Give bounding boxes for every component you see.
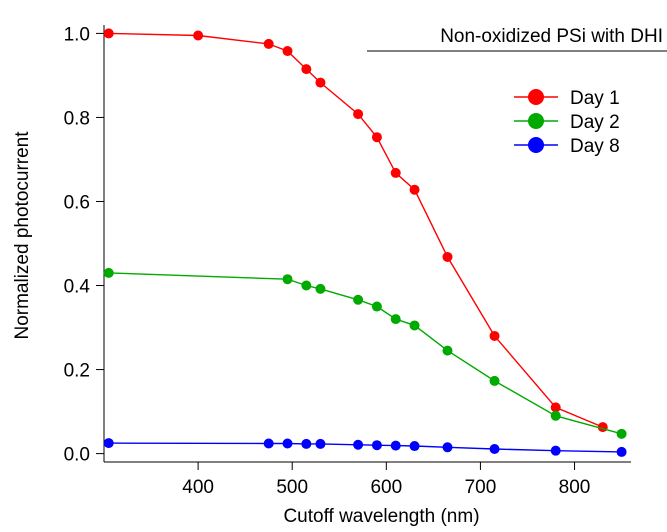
legend-label: Day 2 — [570, 112, 620, 133]
legend-item-day-8: Day 8 — [514, 136, 620, 157]
legend-swatch-marker — [528, 113, 544, 129]
data-point-day-2 — [371, 301, 382, 312]
x-tick-label: 700 — [465, 477, 497, 498]
axes: 0.0 0.2 0.4 0.6 0.8 1.0 400 500 600 700 800 — [64, 24, 631, 498]
legend-label: Day 8 — [570, 136, 620, 157]
legend-swatch-marker — [528, 137, 544, 153]
y-axis-title: Normalized photocurrent — [12, 131, 33, 340]
data-point-day-1 — [353, 109, 364, 120]
y-tick-label: 0.2 — [64, 361, 90, 382]
y-tick-label: 0.8 — [64, 108, 90, 129]
y-tick-label: 0.4 — [64, 277, 91, 298]
legend-item-day-1: Day 1 — [514, 88, 620, 109]
data-point-day-2 — [301, 280, 312, 291]
y-tick-label: 1.0 — [64, 24, 90, 45]
y-tick-label: 0.0 — [64, 445, 90, 466]
data-point-day-1 — [103, 28, 114, 39]
chart-annotation: Non-oxidized PSi with DHI — [440, 26, 663, 47]
x-axis-title: Cutoff wavelength (nm) — [283, 506, 479, 527]
data-point-day-8 — [409, 441, 420, 452]
legend-label: Day 1 — [570, 88, 620, 109]
data-point-day-2 — [103, 267, 114, 278]
data-point-day-8 — [263, 438, 274, 449]
data-point-day-2 — [390, 314, 401, 325]
data-point-day-1 — [550, 402, 561, 413]
data-point-day-8 — [616, 446, 627, 457]
data-point-day-1 — [442, 251, 453, 262]
data-point-day-1 — [409, 184, 420, 195]
legend-swatch-marker — [528, 89, 544, 105]
legend-item-day-2: Day 2 — [514, 112, 620, 133]
x-tick-label: 500 — [276, 477, 308, 498]
x-tick-label: 800 — [559, 477, 591, 498]
data-point-day-8 — [489, 443, 500, 454]
x-tick-label: 600 — [370, 477, 402, 498]
data-point-day-1 — [282, 46, 293, 57]
data-point-day-8 — [315, 438, 326, 449]
y-tick-label: 0.6 — [64, 192, 90, 213]
data-point-day-2 — [616, 428, 627, 439]
series-line-day-1 — [108, 32, 604, 428]
data-point-day-8 — [442, 442, 453, 453]
x-tick-label: 400 — [182, 477, 214, 498]
data-point-day-2 — [315, 283, 326, 294]
data-point-day-8 — [103, 438, 114, 449]
data-point-day-1 — [193, 30, 204, 41]
legend: Day 1 Day 2 Day 8 — [514, 88, 620, 157]
annotation-group: Non-oxidized PSi with DHI — [367, 26, 667, 52]
data-point-day-2 — [282, 274, 293, 285]
data-point-day-8 — [371, 440, 382, 451]
data-point-day-2 — [442, 345, 453, 356]
series-layer — [103, 28, 627, 457]
series-day-1 — [103, 28, 608, 433]
data-point-day-1 — [489, 330, 500, 341]
data-point-day-8 — [550, 445, 561, 456]
data-point-day-1 — [263, 38, 274, 49]
series-line-day-2 — [108, 272, 622, 435]
data-point-day-2 — [550, 410, 561, 421]
series-line-day-8 — [108, 442, 622, 453]
data-point-day-1 — [390, 167, 401, 178]
series-day-2 — [103, 267, 627, 439]
data-point-day-1 — [301, 64, 312, 75]
data-point-day-1 — [371, 132, 382, 143]
data-point-day-8 — [301, 438, 312, 449]
data-point-day-8 — [282, 438, 293, 449]
data-point-day-8 — [390, 440, 401, 451]
series-day-8 — [103, 438, 627, 457]
data-point-day-8 — [353, 439, 364, 450]
data-point-day-2 — [353, 294, 364, 305]
data-point-day-2 — [489, 375, 500, 386]
data-point-day-2 — [409, 320, 420, 331]
data-point-day-1 — [315, 77, 326, 88]
